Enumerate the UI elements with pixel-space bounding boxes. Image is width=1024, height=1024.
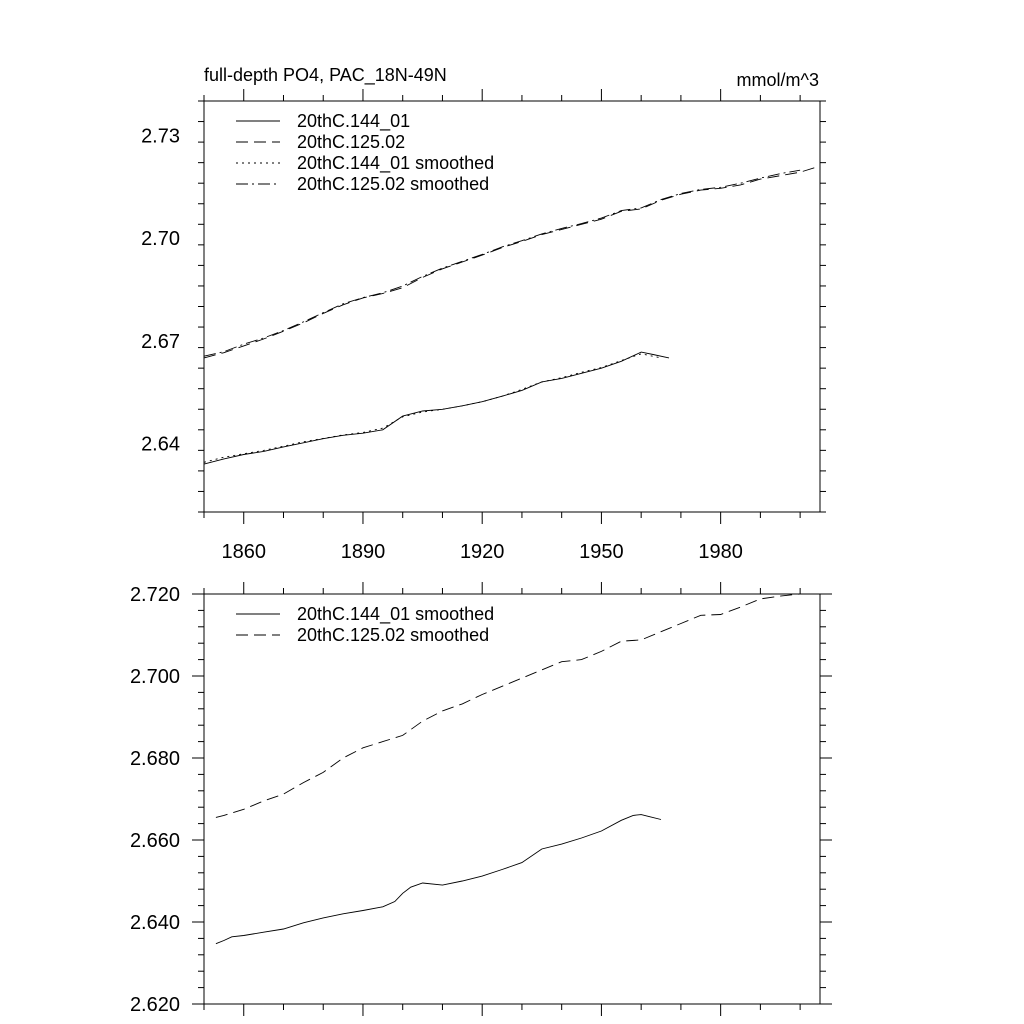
x-tick-label: 1890 [341, 541, 386, 563]
series-line [203, 351, 670, 465]
axis-ticks-top: 1860 1890 1920 1950 1980 2.64 2.67 2.70 2.73 [141, 89, 826, 563]
series-line [203, 353, 662, 463]
y-tick-label: 2.660 [130, 830, 180, 852]
legend-label: 20thC.125.02 smoothed [297, 174, 489, 194]
y-tick-label: 2.620 [130, 994, 180, 1016]
legend-label: 20thC.125.02 [297, 132, 405, 152]
legend-label: 20thC.125.02 smoothed [297, 625, 489, 645]
legend-label: 20thC.144_01 [297, 111, 410, 132]
x-tick-label: 1860 [221, 541, 266, 563]
series-line [215, 593, 813, 818]
plot-frame-bottom [203, 593, 821, 1005]
y-tick-label: 2.67 [141, 331, 180, 353]
panel-top: 1860 1890 1920 1950 1980 2.64 2.67 2.70 2.73 20t… [141, 65, 826, 563]
x-tick-label: 1920 [460, 541, 505, 563]
legend-label: 20thC.144_01 smoothed [297, 604, 494, 625]
y-tick-label: 2.680 [130, 748, 180, 770]
y-tick-label: 2.70 [141, 228, 180, 250]
series-line [215, 814, 662, 945]
axis-ticks-bottom: 2.620 2.640 2.660 2.680 2.700 2.720 [130, 582, 832, 1016]
x-tick-label: 1980 [698, 541, 743, 563]
panel-bottom: 2.620 2.640 2.660 2.680 2.700 2.720 20thC.144… [130, 582, 832, 1016]
y-tick-label: 2.64 [141, 434, 180, 456]
series-line [203, 169, 801, 357]
y-tick-label: 2.720 [130, 584, 180, 606]
series-lines-bottom [215, 593, 813, 945]
series-line [203, 165, 821, 359]
y-tick-label: 2.640 [130, 912, 180, 934]
chart-title: full-depth PO4, PAC_18N-49N [204, 65, 447, 86]
x-tick-label: 1950 [579, 541, 624, 563]
y-tick-label: 2.700 [130, 666, 180, 688]
series-lines-top [203, 165, 821, 465]
y-tick-label: 2.73 [141, 125, 180, 147]
legend-label: 20thC.144_01 smoothed [297, 153, 494, 174]
units-label: mmol/m^3 [737, 70, 819, 90]
